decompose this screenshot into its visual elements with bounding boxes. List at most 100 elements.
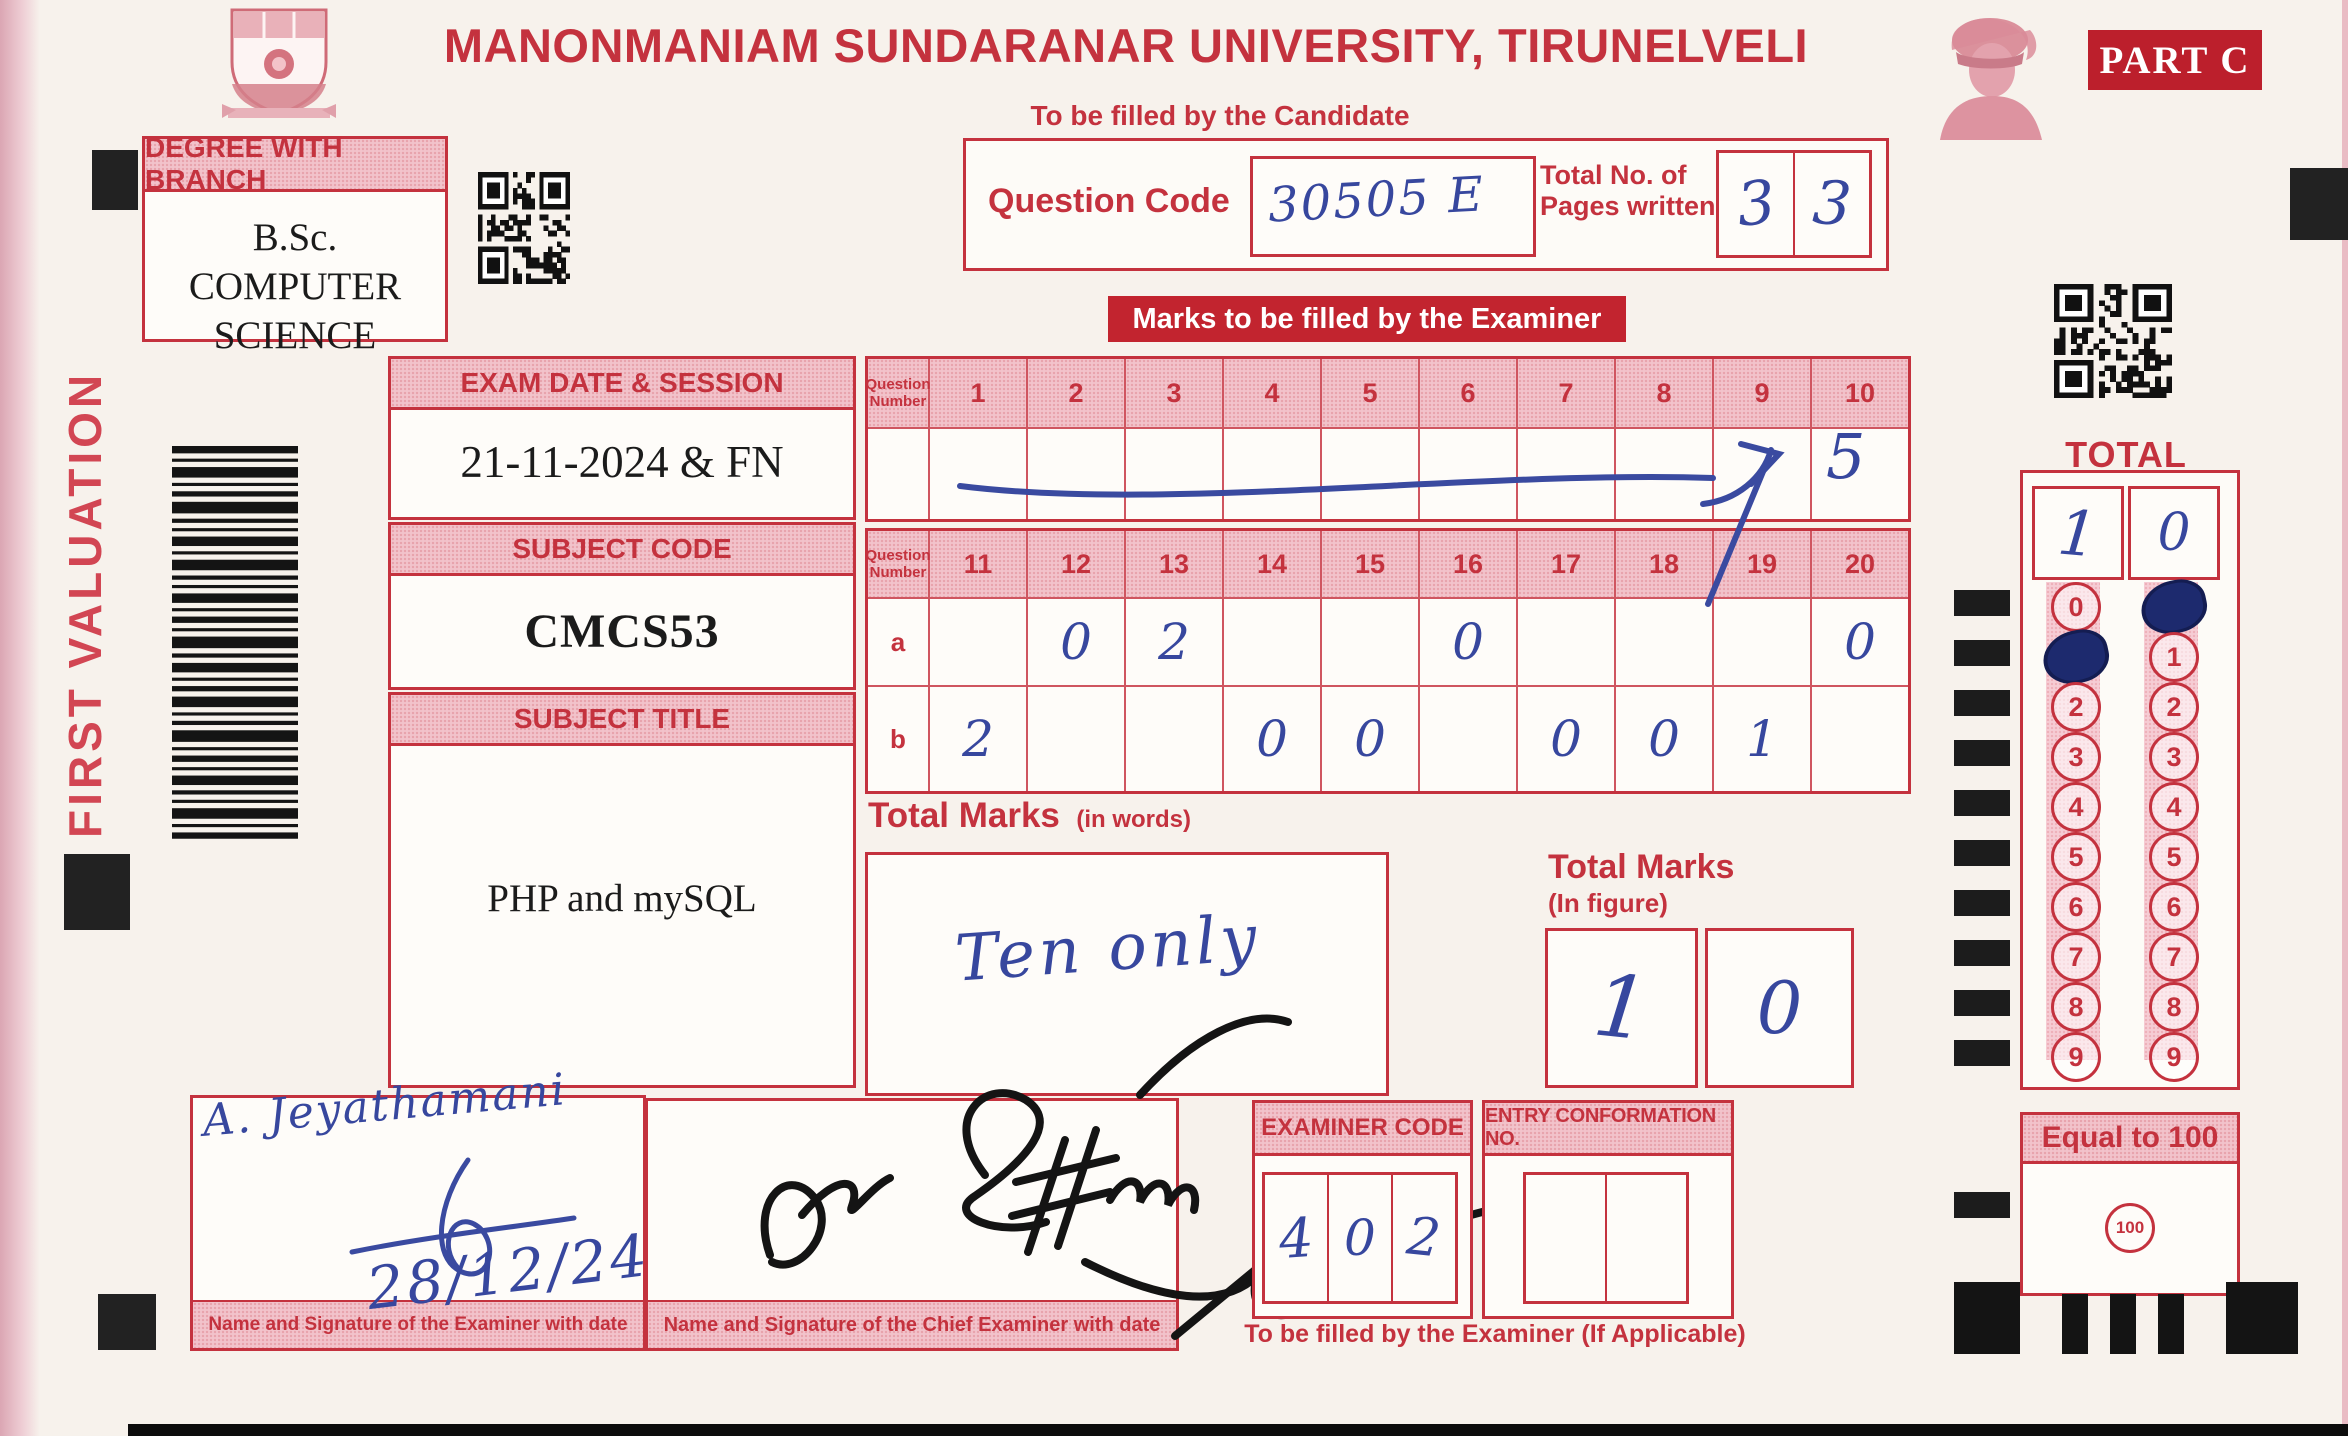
question-number-cell: 14 <box>1224 531 1320 597</box>
marks-cell <box>1028 429 1124 519</box>
question-number-cell: 4 <box>1224 359 1320 427</box>
examiner-signature-label: Name and Signature of the Examiner with … <box>193 1300 643 1348</box>
score-bubble: 9 <box>2149 1032 2199 1082</box>
marks-cell <box>1812 429 1908 519</box>
marks-cell <box>1420 687 1516 791</box>
barcode <box>172 446 298 844</box>
subject-title-value: PHP and mySQL <box>487 877 757 920</box>
examiner-marks-banner: Marks to be filled by the Examiner <box>1108 296 1626 342</box>
registration-mark <box>2226 1282 2298 1354</box>
timing-mark <box>1954 1040 2010 1066</box>
candidate-note: To be filled by the Candidate <box>1030 100 1410 131</box>
score-bubble: 0 <box>2051 582 2101 632</box>
score-mark: 5 <box>1826 420 1866 493</box>
score-bubble: 6 <box>2051 882 2101 932</box>
score-bubble: 7 <box>2051 932 2101 982</box>
score-bubble: 5 <box>2051 832 2101 882</box>
question-number-cell: 15 <box>1322 531 1418 597</box>
question-number-cell: 13 <box>1126 531 1222 597</box>
marks-cell <box>930 429 1026 519</box>
score-bubble: 8 <box>2149 982 2199 1032</box>
total-marks-figure-hint: (In figure) <box>1548 888 1668 918</box>
total-marks-words-label: Total Marks (in words) <box>868 796 1191 836</box>
pages-written-box: 3 3 <box>1716 150 1872 258</box>
marks-cell: 2 <box>930 687 1026 791</box>
row-label-a: a <box>868 599 928 685</box>
question-number-header: Question Number <box>866 359 931 427</box>
timing-mark <box>1954 1192 2010 1218</box>
entry-confirmation-label: ENTRY CONFORMATION NO. <box>1485 1103 1731 1156</box>
marks-cell: 1 <box>1714 687 1810 791</box>
marks-table-1: Question Number 1 2 3 4 5 6 7 8 9 10 <box>865 356 1911 522</box>
row-label-b: b <box>868 687 928 791</box>
chief-signature-box: Name and Signature of the Chief Examiner… <box>645 1098 1179 1351</box>
exam-date-box: EXAM DATE & SESSION 21-11-2024 & FN <box>388 356 856 520</box>
equal-to-100-label: Equal to 100 <box>2023 1115 2237 1164</box>
marks-cell: 0 <box>1812 599 1908 685</box>
marks-cell: 0 <box>1028 599 1124 685</box>
total-marks-words-title: Total Marks <box>868 796 1060 835</box>
degree-branch-box: DEGREE WITH BRANCH B.Sc. COMPUTER SCIENC… <box>142 132 448 357</box>
registration-mark <box>1954 1282 2020 1354</box>
timing-mark <box>1954 590 2010 616</box>
entry-confirmation-cell <box>1526 1175 1607 1301</box>
marks-cell <box>1028 687 1124 791</box>
question-number-cell: 1 <box>930 359 1026 427</box>
pages-digit: 3 <box>1733 167 1779 241</box>
marks-cell <box>1322 429 1418 519</box>
score-bubble: 6 <box>2149 882 2199 932</box>
equal-to-100-box: Equal to 100 100 <box>2020 1112 2240 1296</box>
marks-cell <box>1126 429 1222 519</box>
question-number-cell: 16 <box>1420 531 1516 597</box>
qr-code <box>478 172 570 284</box>
marks-cell: 0 <box>1322 687 1418 791</box>
question-number-cell: 18 <box>1616 531 1712 597</box>
first-valuation-label: FIRST VALUATION <box>59 370 111 838</box>
question-number-header: Question Number <box>866 531 931 597</box>
university-logo-crest <box>220 4 338 124</box>
timing-mark <box>1954 890 2010 916</box>
total-marks-words-box <box>865 852 1389 1096</box>
score-bubble: 7 <box>2149 932 2199 982</box>
right-scan-edge <box>2342 0 2348 1436</box>
examiner-code-cells: 4 0 2 <box>1262 1172 1458 1304</box>
score-bubble: 2 <box>2149 682 2199 732</box>
marks-cell <box>1812 687 1908 791</box>
entry-confirmation-cells <box>1523 1172 1689 1304</box>
marks-cell: 0 <box>1616 687 1712 791</box>
examiner-code-digit: 4 <box>1276 1205 1316 1271</box>
marks-cell: 0 <box>1224 687 1320 791</box>
marks-cell <box>1420 429 1516 519</box>
figure-digit: 1 <box>1589 955 1654 1061</box>
score-digit: 0 <box>2157 503 2191 563</box>
founder-portrait <box>1922 8 2062 140</box>
score-bubble: 8 <box>2051 982 2101 1032</box>
marks-cell <box>1518 599 1614 685</box>
score-bubble: 4 <box>2149 782 2199 832</box>
question-number-cell: 8 <box>1616 359 1712 427</box>
marks-cell <box>1322 599 1418 685</box>
examiner-code-cell: 2 <box>1393 1175 1455 1301</box>
marks-cell <box>1616 429 1712 519</box>
degree-branch-value: B.Sc. COMPUTER SCIENCE <box>188 216 402 357</box>
subject-code-label: SUBJECT CODE <box>391 525 853 576</box>
subject-title-box: SUBJECT TITLE PHP and mySQL <box>388 692 856 1088</box>
question-number-cell: 6 <box>1420 359 1516 427</box>
score-digit-box: 1 <box>2032 486 2124 580</box>
registration-mark <box>64 854 130 930</box>
score-bubble: 5 <box>2149 832 2199 882</box>
equal-100-bubble-wrap: 100 <box>2023 1164 2237 1292</box>
pages-digit-cell: 3 <box>1719 153 1795 255</box>
examiner-code-cell: 0 <box>1329 1175 1393 1301</box>
figure-digit: 0 <box>1756 966 1803 1050</box>
examiner-footer-note: To be filled by the Examiner (If Applica… <box>1244 1320 1746 1348</box>
timing-mark <box>1954 690 2010 716</box>
part-c-badge: PART C <box>2088 30 2262 90</box>
marks-cell <box>930 599 1026 685</box>
question-number-cell: 3 <box>1126 359 1222 427</box>
exam-date-label: EXAM DATE & SESSION <box>391 359 853 410</box>
total-marks-words-hint: (in words) <box>1076 806 1192 833</box>
entry-confirmation-cell <box>1607 1175 1686 1301</box>
examiner-code-label: EXAMINER CODE <box>1255 1103 1470 1156</box>
